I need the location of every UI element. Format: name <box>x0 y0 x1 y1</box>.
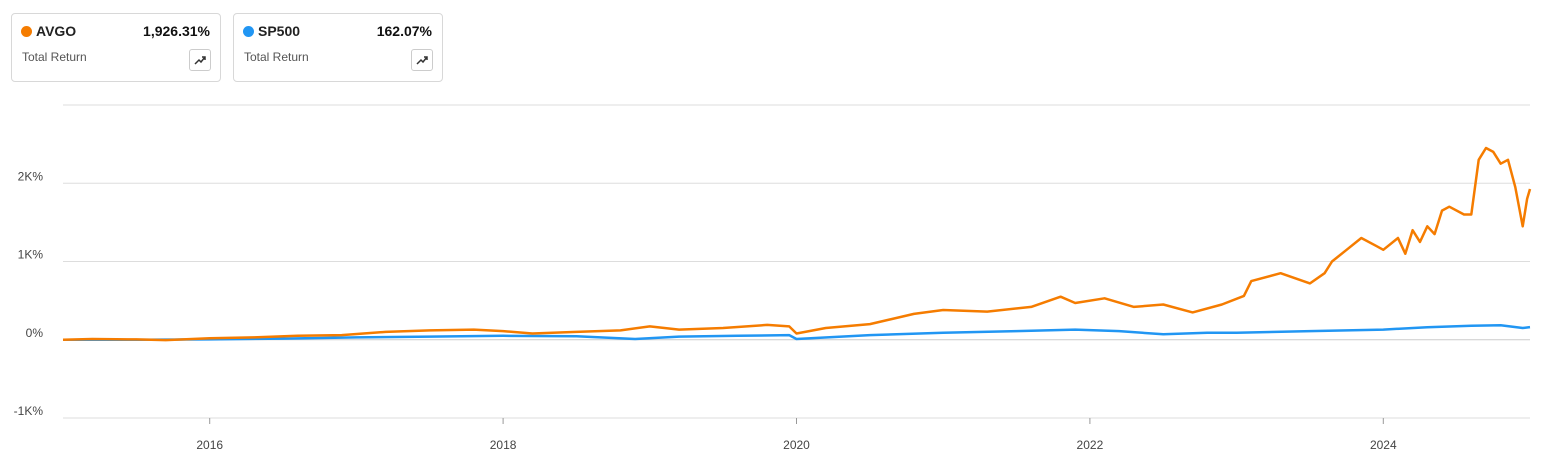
metric-label: Total Return <box>244 50 309 64</box>
series-dot <box>243 26 254 37</box>
legend-card[interactable]: AVGO 1,926.31% Total Return <box>11 13 221 82</box>
trend-icon <box>194 56 206 65</box>
y-tick-label: 1K% <box>18 248 44 262</box>
legend-card[interactable]: SP500 162.07% Total Return <box>233 13 443 82</box>
y-tick-label: -1K% <box>14 404 44 418</box>
y-tick-label: 0% <box>26 326 44 340</box>
x-tick-label: 2016 <box>196 438 223 452</box>
series-line <box>62 146 1532 342</box>
total-return-value: 1,926.31% <box>143 23 210 39</box>
series-dot <box>21 26 32 37</box>
x-tick-label: 2018 <box>490 438 517 452</box>
trend-icon <box>416 56 428 65</box>
metric-label: Total Return <box>22 50 87 64</box>
total-return-value: 162.07% <box>376 23 432 39</box>
x-tick-label: 2024 <box>1370 438 1397 452</box>
chart-toggle-button[interactable] <box>411 49 433 71</box>
series-name: AVGO <box>36 23 77 39</box>
x-tick-label: 2020 <box>783 438 810 452</box>
y-tick-label: 2K% <box>18 169 44 183</box>
series-line <box>63 324 1531 342</box>
chart-toggle-button[interactable] <box>189 49 211 71</box>
series-name: SP500 <box>258 23 301 39</box>
x-tick-label: 2022 <box>1077 438 1104 452</box>
